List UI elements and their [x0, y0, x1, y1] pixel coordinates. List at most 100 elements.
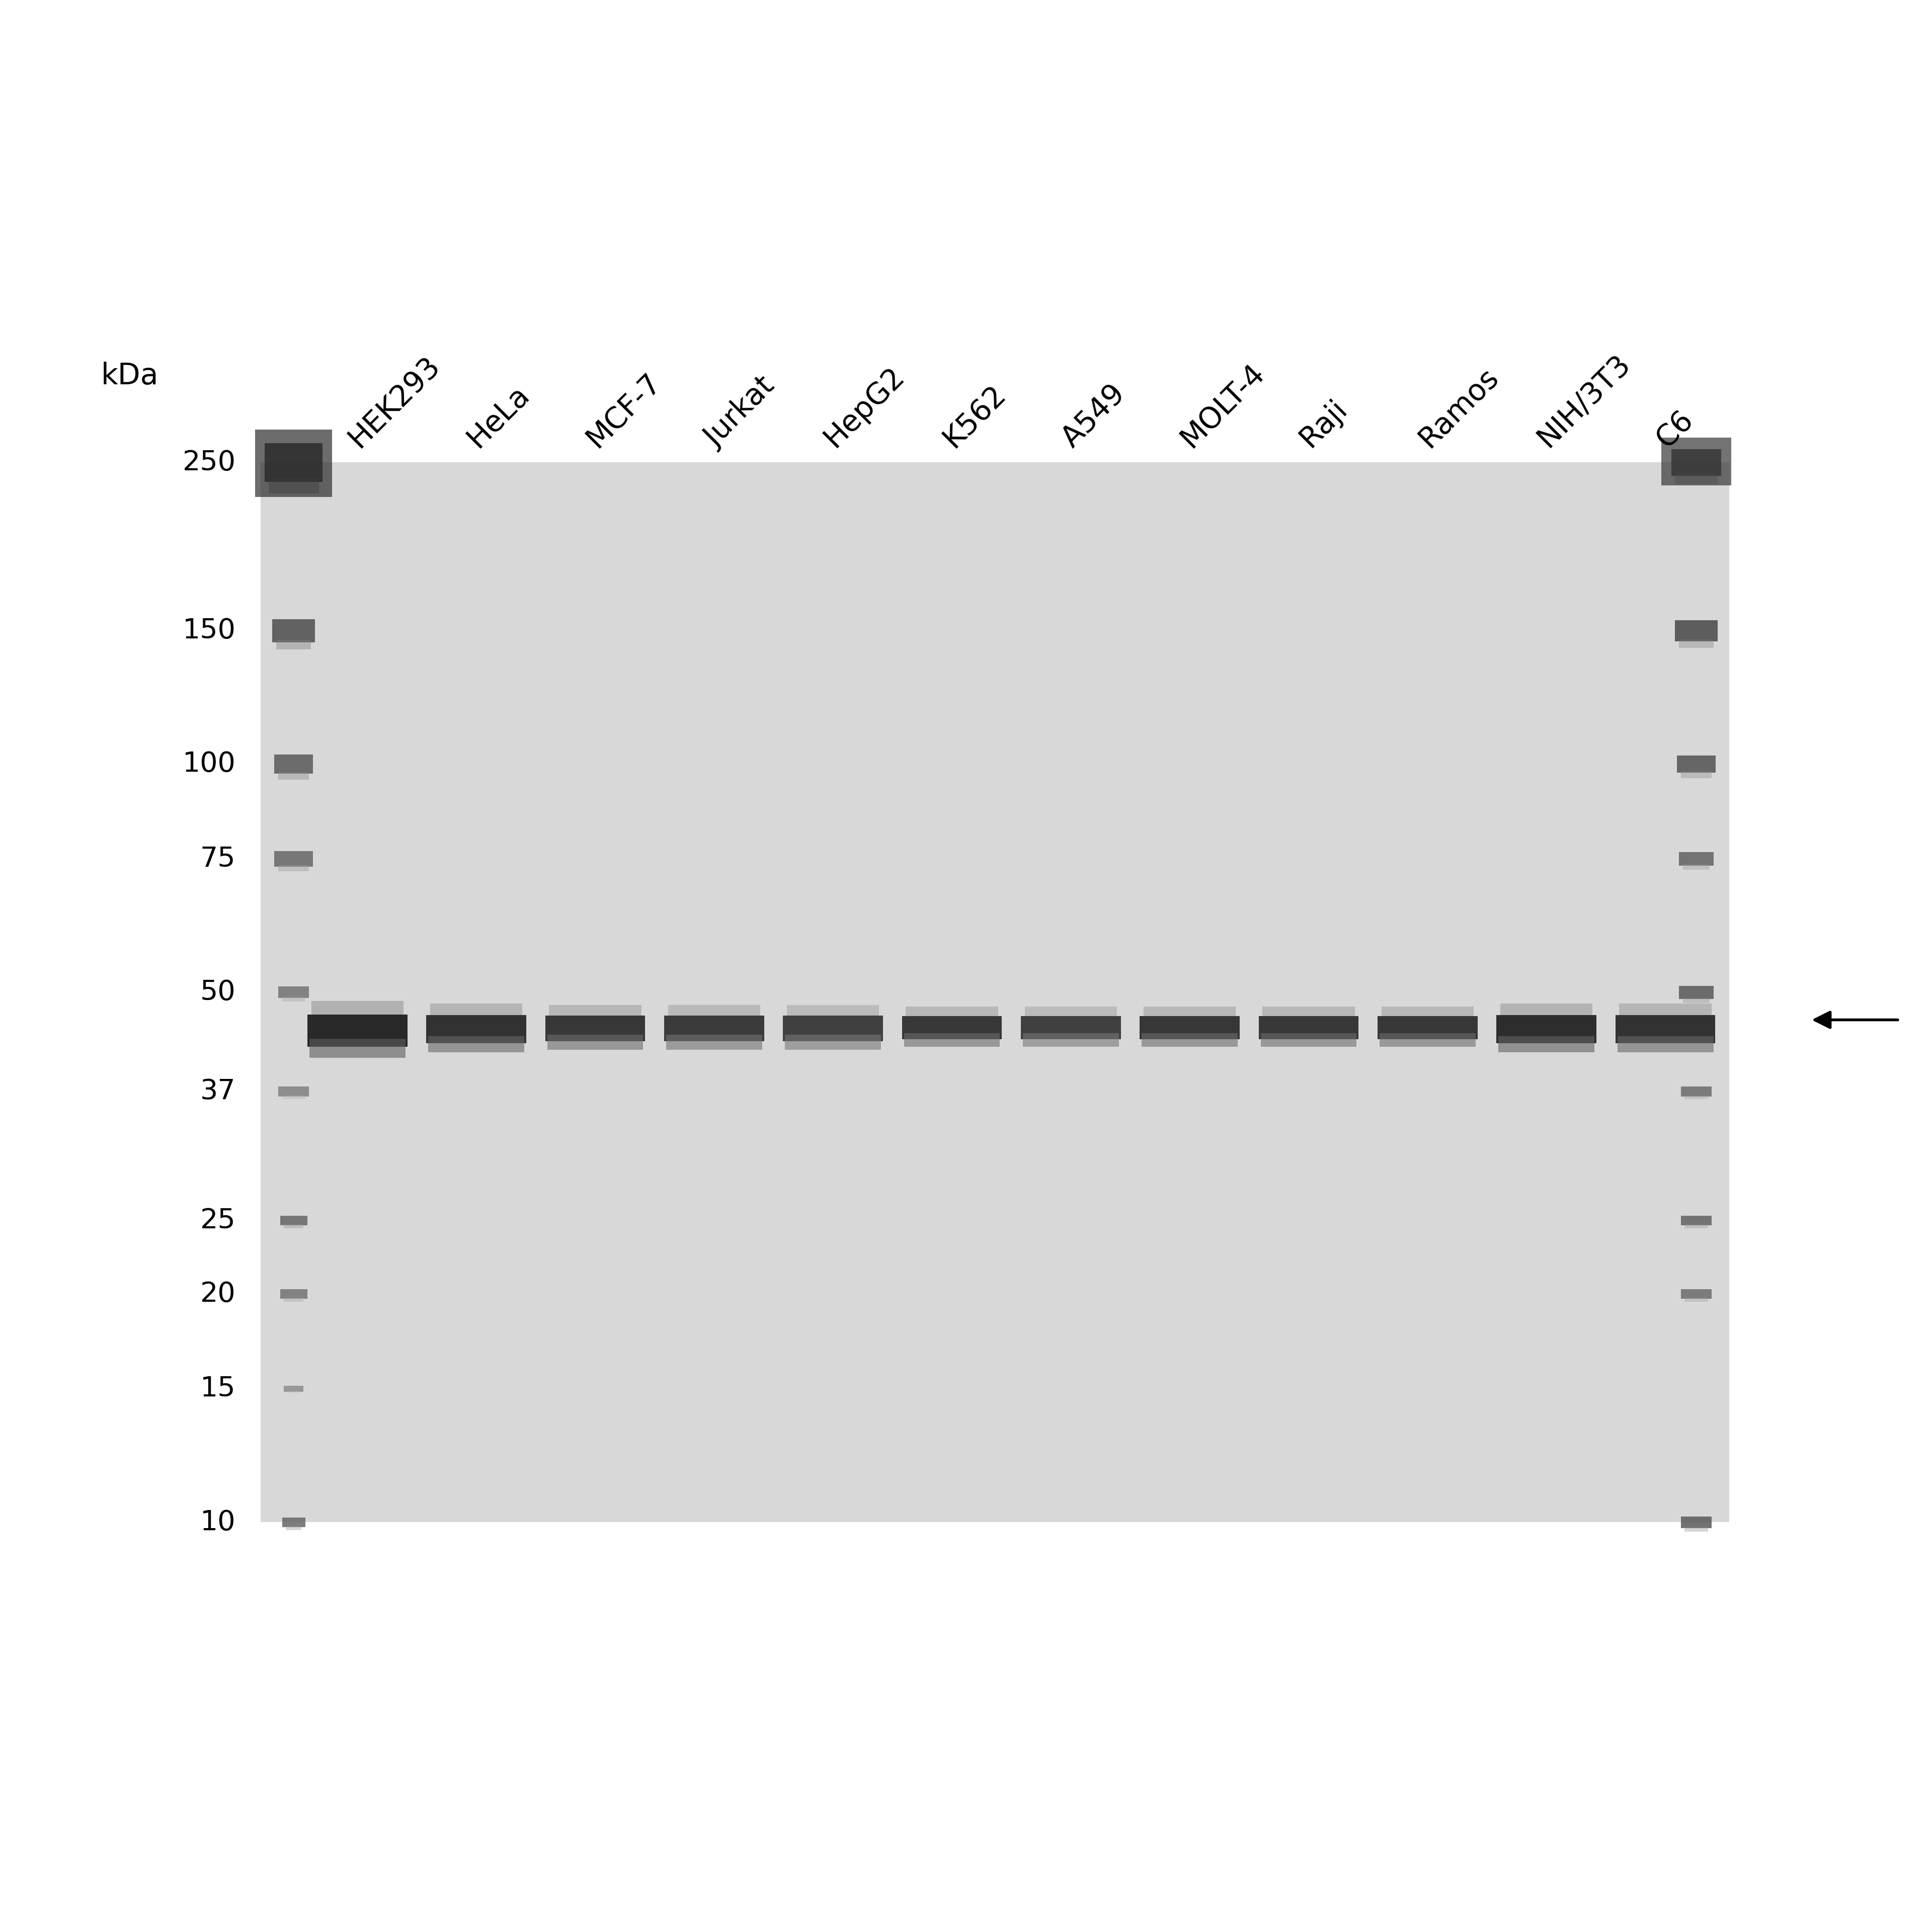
Text: 20: 20	[201, 1281, 236, 1308]
Bar	[278, 987, 309, 998]
Bar	[284, 1224, 303, 1227]
Bar	[1617, 1037, 1714, 1052]
Bar	[545, 1016, 645, 1041]
Bar	[1022, 1033, 1119, 1046]
Bar	[307, 1014, 408, 1046]
Bar	[1144, 1006, 1236, 1016]
Bar	[906, 1006, 999, 1016]
Bar	[1685, 1095, 1708, 1098]
Bar	[255, 430, 332, 497]
Bar	[1501, 1004, 1592, 1016]
Bar	[1681, 1216, 1712, 1226]
Text: NIH/3T3: NIH/3T3	[1532, 349, 1636, 453]
Bar	[1675, 620, 1718, 642]
Text: 100: 100	[182, 752, 236, 779]
Bar	[274, 852, 313, 867]
Bar	[284, 1299, 303, 1303]
Bar	[1685, 1299, 1708, 1303]
Bar	[784, 1035, 881, 1050]
Bar	[431, 1004, 522, 1016]
Text: Ramos: Ramos	[1412, 362, 1503, 453]
Bar	[269, 478, 319, 493]
Bar	[265, 443, 323, 482]
Text: HeLa: HeLa	[462, 380, 535, 453]
Bar	[282, 996, 305, 1002]
Text: Jurkat: Jurkat	[699, 372, 781, 453]
Text: 37: 37	[201, 1077, 236, 1104]
Bar	[1378, 1016, 1478, 1039]
Bar	[1260, 1016, 1358, 1039]
Bar	[668, 1006, 759, 1016]
Bar	[1619, 1004, 1712, 1016]
Bar	[278, 1087, 309, 1096]
Bar	[1024, 1006, 1117, 1016]
Bar	[1381, 1006, 1474, 1016]
Text: MCF-7: MCF-7	[582, 368, 667, 453]
Bar	[427, 1016, 526, 1043]
Bar	[1679, 852, 1714, 865]
Bar	[282, 1095, 305, 1098]
Bar	[667, 1035, 761, 1050]
Bar	[1681, 771, 1712, 779]
Text: kDa: kDa	[100, 362, 158, 389]
Text: C6: C6	[1652, 405, 1698, 453]
Bar	[1142, 1033, 1238, 1046]
Bar	[1679, 987, 1714, 998]
Bar	[904, 1033, 1001, 1046]
Bar	[1679, 640, 1714, 647]
Bar	[1020, 1016, 1121, 1039]
Bar	[1683, 998, 1710, 1004]
Text: A549: A549	[1057, 380, 1130, 453]
Text: HepG2: HepG2	[819, 362, 910, 453]
Text: 150: 150	[182, 617, 236, 644]
Bar	[1499, 1037, 1594, 1052]
Bar	[429, 1037, 524, 1052]
Bar	[1497, 1016, 1596, 1043]
Bar	[280, 1289, 307, 1299]
Bar	[280, 1216, 307, 1226]
Bar	[286, 1526, 301, 1530]
Bar	[902, 1016, 1003, 1039]
Bar	[1681, 1517, 1712, 1528]
Bar	[665, 1016, 763, 1041]
Text: HEK293: HEK293	[344, 351, 444, 453]
Bar	[1140, 1016, 1240, 1039]
Text: 10: 10	[201, 1509, 236, 1536]
Bar	[782, 1016, 883, 1041]
Bar	[261, 462, 1729, 1522]
Bar	[288, 1391, 299, 1393]
Bar	[1683, 865, 1710, 869]
Bar	[1681, 1289, 1712, 1299]
Bar	[549, 1006, 641, 1016]
Text: K562: K562	[937, 380, 1010, 453]
Text: Raji: Raji	[1294, 395, 1352, 453]
Bar	[1662, 437, 1731, 486]
Text: 250: 250	[182, 449, 236, 476]
Bar	[311, 1000, 404, 1014]
Bar	[276, 640, 311, 649]
Bar	[1675, 474, 1718, 484]
Bar	[309, 1039, 406, 1058]
Bar	[1671, 449, 1721, 476]
Text: 75: 75	[201, 846, 236, 873]
Bar	[1262, 1033, 1356, 1046]
Bar	[547, 1035, 643, 1050]
Bar	[1615, 1016, 1716, 1043]
Bar	[278, 865, 309, 871]
Bar	[1681, 1087, 1712, 1096]
Bar	[1685, 1224, 1708, 1227]
Bar	[1677, 755, 1716, 773]
Bar	[1264, 1006, 1354, 1016]
Bar	[284, 1386, 303, 1391]
Text: 15: 15	[201, 1376, 236, 1403]
Bar	[786, 1006, 879, 1016]
Bar	[1685, 1526, 1708, 1532]
Text: MOLT-4: MOLT-4	[1175, 358, 1269, 453]
Text: 25: 25	[201, 1206, 236, 1233]
Bar	[272, 619, 315, 642]
Bar	[278, 773, 309, 780]
Text: 50: 50	[201, 979, 236, 1006]
Bar	[282, 1518, 305, 1526]
Bar	[1379, 1033, 1476, 1046]
Bar	[274, 755, 313, 775]
